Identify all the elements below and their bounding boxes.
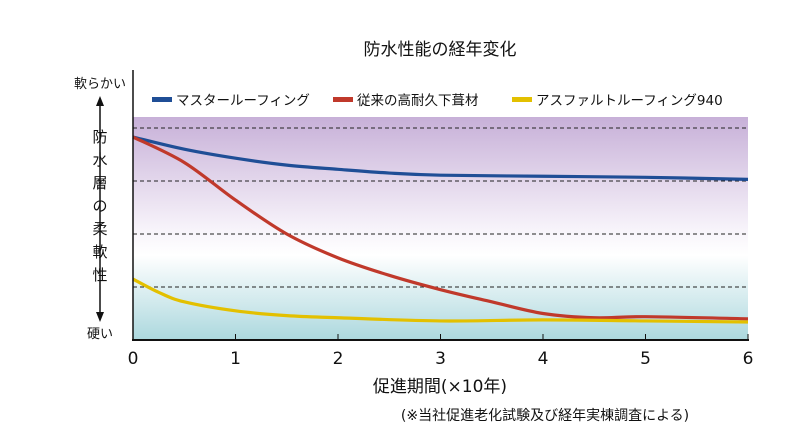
- x-tick-label: 2: [333, 349, 344, 369]
- x-tick-label: 6: [743, 349, 754, 369]
- x-tick-label: 5: [640, 349, 651, 369]
- plot-background: [133, 117, 748, 340]
- legend-label: マスタールーフィング: [176, 93, 310, 109]
- x-tick-label: 3: [435, 349, 446, 369]
- arrow-down-icon: [96, 312, 104, 322]
- legend-swatch: [152, 97, 172, 102]
- series-line: [132, 135, 749, 182]
- legend-label: 従来の高耐久下葺材: [357, 92, 479, 109]
- x-tick-label: 4: [538, 349, 549, 369]
- series-line: [132, 135, 749, 321]
- legend-swatch: [333, 97, 353, 102]
- y-top-label: 軟らかい: [74, 76, 126, 92]
- y-bottom-label: 硬い: [87, 327, 113, 342]
- y-axis-label: 防水層の柔軟性: [92, 128, 107, 284]
- x-tick-label: 1: [230, 349, 241, 369]
- legend-label: アスファルトルーフィング940: [536, 93, 723, 109]
- chart-title: 防水性能の経年変化: [364, 40, 517, 60]
- arrow-up-icon: [96, 96, 104, 106]
- x-tick-label: 0: [128, 349, 139, 369]
- legend-swatch: [512, 97, 532, 102]
- x-axis-label: 促進期間(×10年): [373, 377, 507, 397]
- series-line: [132, 277, 749, 324]
- chart-note: (※当社促進老化試験及び経年実棟調査による): [401, 408, 689, 424]
